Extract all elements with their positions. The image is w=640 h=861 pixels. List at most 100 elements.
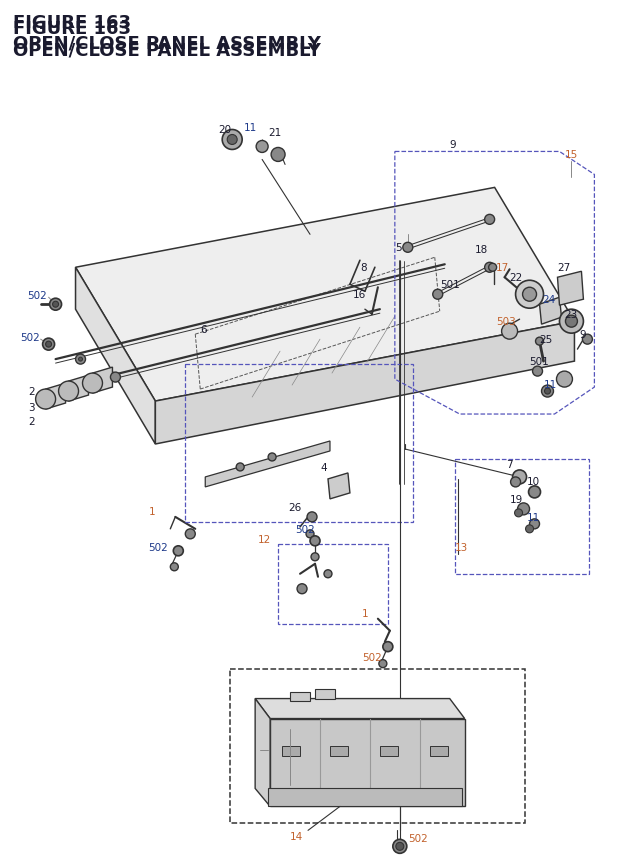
Circle shape <box>43 338 54 350</box>
Circle shape <box>222 130 242 151</box>
Circle shape <box>433 290 443 300</box>
Polygon shape <box>282 746 300 757</box>
Text: 20: 20 <box>218 126 231 135</box>
Circle shape <box>532 367 543 376</box>
Text: 503: 503 <box>497 317 516 327</box>
Circle shape <box>83 374 102 393</box>
Circle shape <box>306 530 314 538</box>
Circle shape <box>522 288 536 302</box>
Circle shape <box>536 338 543 346</box>
Circle shape <box>566 316 577 328</box>
Circle shape <box>383 642 393 652</box>
Circle shape <box>170 563 179 571</box>
Circle shape <box>502 324 518 340</box>
Text: 10: 10 <box>527 476 540 486</box>
Circle shape <box>268 454 276 461</box>
Text: 14: 14 <box>290 832 303 841</box>
Circle shape <box>559 310 584 334</box>
Text: 501: 501 <box>440 280 460 290</box>
Text: 13: 13 <box>454 542 468 552</box>
Polygon shape <box>45 384 65 410</box>
Polygon shape <box>268 789 461 807</box>
Text: 17: 17 <box>495 263 509 273</box>
Text: OPEN/CLOSE PANEL ASSEMBLY: OPEN/CLOSE PANEL ASSEMBLY <box>13 41 321 59</box>
Text: 9: 9 <box>450 140 456 151</box>
Circle shape <box>79 357 83 362</box>
Text: 21: 21 <box>268 128 282 139</box>
Circle shape <box>488 264 497 272</box>
Text: 6: 6 <box>200 325 207 335</box>
Circle shape <box>227 135 237 146</box>
Text: FIGURE 163: FIGURE 163 <box>13 14 131 32</box>
Text: 11: 11 <box>244 123 257 133</box>
Text: 502: 502 <box>408 833 428 844</box>
Circle shape <box>557 372 572 387</box>
Circle shape <box>76 355 86 365</box>
Circle shape <box>256 141 268 153</box>
Text: 502: 502 <box>28 291 47 300</box>
Polygon shape <box>328 474 350 499</box>
Text: 22: 22 <box>509 273 523 283</box>
Circle shape <box>529 486 541 499</box>
Polygon shape <box>255 699 270 807</box>
Circle shape <box>484 215 495 225</box>
Text: 27: 27 <box>557 263 571 273</box>
Text: 11: 11 <box>543 380 557 390</box>
Text: 502: 502 <box>295 524 315 534</box>
Text: 12: 12 <box>258 534 271 544</box>
Polygon shape <box>76 189 575 401</box>
Circle shape <box>529 519 540 530</box>
Circle shape <box>173 546 183 556</box>
Text: 26: 26 <box>288 502 301 512</box>
Polygon shape <box>430 746 448 757</box>
Circle shape <box>49 299 61 311</box>
Circle shape <box>310 536 320 546</box>
Circle shape <box>545 388 550 394</box>
Circle shape <box>513 470 527 485</box>
Text: 2: 2 <box>29 387 35 397</box>
Text: 25: 25 <box>540 335 553 344</box>
Polygon shape <box>315 689 335 699</box>
Text: 23: 23 <box>564 310 578 319</box>
Text: 18: 18 <box>475 245 488 255</box>
Circle shape <box>271 148 285 162</box>
Circle shape <box>324 570 332 578</box>
Text: 7: 7 <box>507 460 513 469</box>
Text: 4: 4 <box>320 462 326 473</box>
Polygon shape <box>93 368 113 393</box>
Text: 2: 2 <box>29 417 35 426</box>
Text: 5: 5 <box>395 243 401 253</box>
Text: FIGURE 163: FIGURE 163 <box>13 20 131 38</box>
Circle shape <box>236 463 244 471</box>
Circle shape <box>36 390 56 410</box>
Text: 15: 15 <box>564 151 578 160</box>
Polygon shape <box>330 746 348 757</box>
Text: 501: 501 <box>529 356 549 367</box>
Circle shape <box>379 660 387 668</box>
Polygon shape <box>76 268 156 444</box>
Circle shape <box>484 263 495 273</box>
Text: 16: 16 <box>353 290 366 300</box>
Text: 9: 9 <box>579 330 586 340</box>
Circle shape <box>52 302 59 308</box>
Text: 502: 502 <box>20 332 40 343</box>
Text: 502: 502 <box>362 652 381 662</box>
Polygon shape <box>557 272 584 306</box>
Polygon shape <box>290 691 310 701</box>
Circle shape <box>111 373 120 382</box>
Circle shape <box>45 342 52 348</box>
Text: 502: 502 <box>148 542 168 552</box>
Text: 11: 11 <box>527 512 540 523</box>
Text: 3: 3 <box>29 403 35 412</box>
Polygon shape <box>255 699 465 719</box>
Circle shape <box>403 243 413 253</box>
Circle shape <box>515 509 522 517</box>
Circle shape <box>186 530 195 539</box>
Polygon shape <box>156 322 575 444</box>
Circle shape <box>582 335 593 344</box>
Text: 19: 19 <box>509 494 523 505</box>
Circle shape <box>297 584 307 594</box>
Circle shape <box>307 512 317 523</box>
Polygon shape <box>68 375 88 401</box>
Circle shape <box>525 525 534 533</box>
